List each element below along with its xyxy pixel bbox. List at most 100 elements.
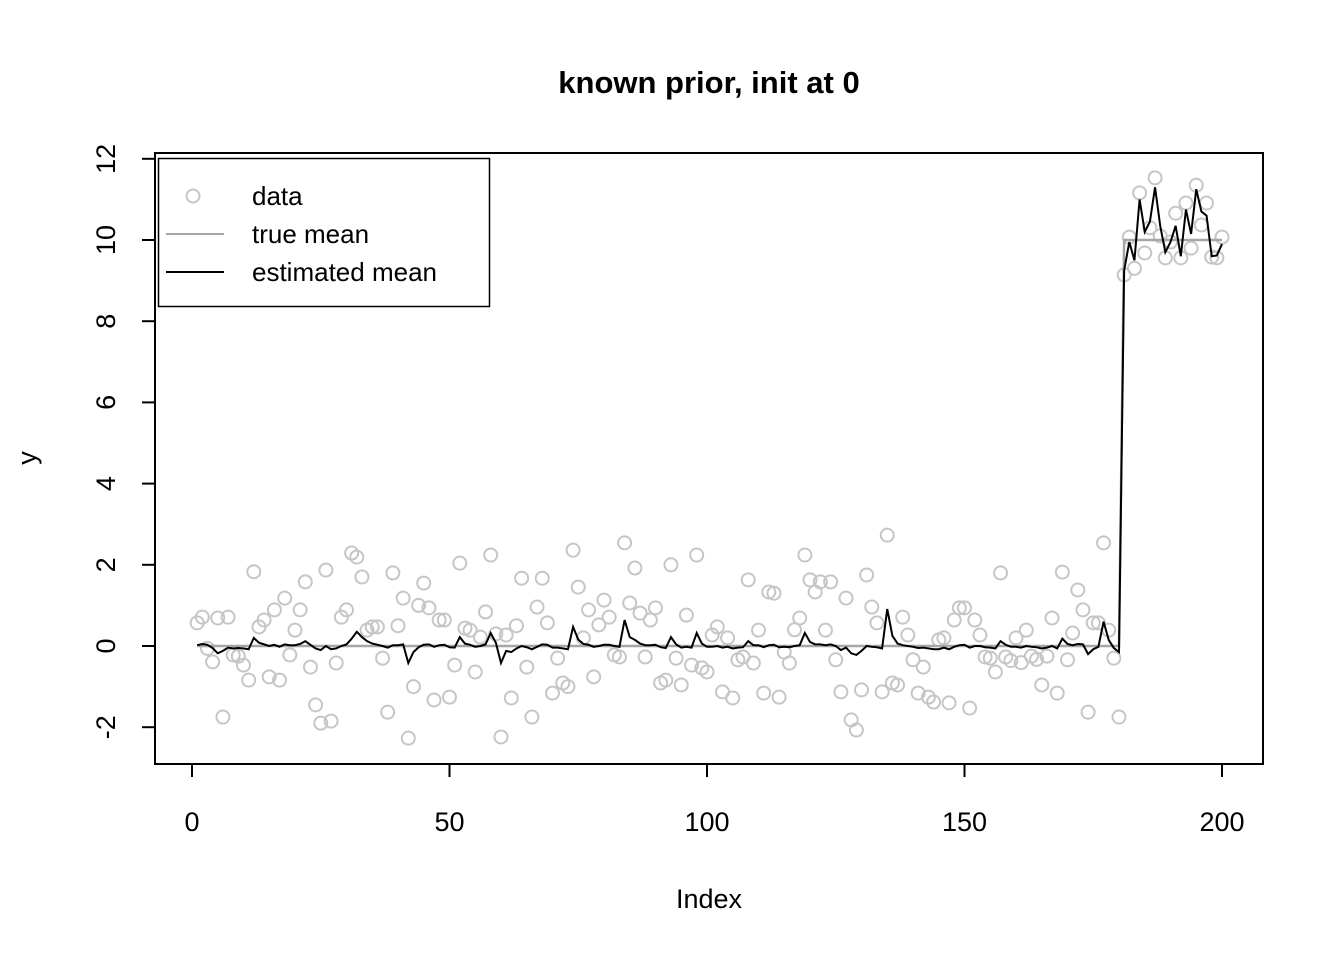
data-point: [483, 547, 499, 563]
data-point: [900, 627, 916, 643]
data-point: [472, 629, 488, 645]
data-point: [328, 655, 344, 671]
x-tick-label: 0: [184, 807, 199, 837]
data-point: [905, 652, 921, 668]
data-point: [503, 690, 519, 706]
data-point: [622, 595, 638, 611]
legend-label-estimated-mean: estimated mean: [252, 257, 437, 287]
data-point: [802, 572, 818, 588]
data-point: [575, 630, 591, 646]
data-point: [1111, 709, 1127, 725]
data-point: [1137, 245, 1153, 261]
data-point: [426, 692, 442, 708]
data-point: [416, 575, 432, 591]
y-axis-ticks: -2 0 2 4 6 8 10 12: [91, 144, 155, 739]
data-point: [400, 730, 416, 746]
data-point: [442, 689, 457, 705]
data-point: [946, 612, 962, 628]
data-point: [421, 600, 437, 616]
data-point: [1147, 170, 1163, 186]
data-point: [282, 647, 298, 663]
data-point: [823, 574, 839, 590]
data-point: [637, 649, 653, 665]
data-point: [709, 619, 725, 635]
data-point: [215, 709, 231, 725]
data-point: [642, 612, 658, 628]
data-point: [565, 542, 581, 558]
data-point: [375, 650, 391, 666]
data-point: [699, 664, 715, 680]
data-point: [967, 612, 983, 628]
chart-title: known prior, init at 0: [558, 65, 859, 100]
data-point: [725, 690, 741, 706]
data-point: [210, 610, 226, 626]
data-point: [1126, 260, 1142, 276]
data-point: [550, 650, 566, 666]
data-point: [1096, 535, 1112, 551]
data-point: [689, 547, 705, 563]
y-tick-label: 4: [91, 476, 121, 491]
data-point: [478, 604, 494, 620]
data-point: [390, 618, 406, 634]
data-point: [1029, 651, 1045, 667]
data-point: [941, 695, 957, 711]
data-point: [745, 655, 761, 671]
data-point: [302, 659, 318, 675]
data-point: [369, 619, 385, 635]
data-point: [467, 664, 483, 680]
legend: data true mean estimated mean: [157, 157, 491, 308]
data-point: [771, 689, 787, 705]
data-point: [431, 612, 447, 628]
data-point: [936, 630, 952, 646]
data-point: [1018, 622, 1034, 638]
data-point: [1060, 652, 1075, 668]
data-point: [514, 570, 530, 586]
data-point: [879, 527, 895, 543]
data-point: [534, 570, 550, 586]
data-point: [854, 682, 869, 698]
data-point: [436, 612, 452, 628]
data-point: [493, 729, 509, 745]
data-point: [241, 672, 257, 688]
data-point: [817, 622, 833, 638]
data-point: [859, 567, 875, 583]
data-point: [1168, 205, 1184, 221]
data-point: [869, 615, 885, 631]
y-tick-label: 6: [91, 395, 121, 410]
data-point: [1008, 630, 1024, 646]
y-tick-label: 0: [91, 638, 121, 653]
y-tick-label: 2: [91, 557, 121, 572]
data-point: [272, 672, 288, 688]
data-point: [792, 610, 808, 626]
data-point: [545, 685, 560, 701]
data-point: [529, 599, 545, 615]
data-points-layer: [189, 170, 1230, 746]
data-point: [1199, 195, 1215, 211]
data-point: [658, 672, 674, 688]
data-point: [560, 679, 576, 695]
data-point: [1193, 217, 1209, 233]
data-point: [828, 652, 844, 668]
estimated-mean-line: [196, 187, 1223, 667]
data-point: [1065, 625, 1081, 641]
x-tick-label: 50: [434, 807, 464, 837]
data-point: [261, 669, 277, 685]
data-point: [812, 574, 828, 590]
data-point: [1106, 650, 1122, 666]
data-point: [678, 607, 694, 623]
data-point: [1080, 704, 1096, 720]
data-point: [993, 565, 1009, 581]
data-point: [890, 677, 906, 693]
data-point: [1044, 610, 1060, 626]
x-tick-label: 150: [942, 807, 987, 837]
data-point: [411, 597, 427, 613]
legend-data-point-icon: [185, 188, 201, 204]
x-axis-ticks: 0 50 100 150 200: [184, 764, 1245, 837]
data-point: [462, 622, 478, 638]
data-point: [287, 622, 303, 638]
x-axis-title: Index: [676, 884, 743, 914]
data-point: [1132, 185, 1148, 201]
data-point: [833, 684, 849, 700]
